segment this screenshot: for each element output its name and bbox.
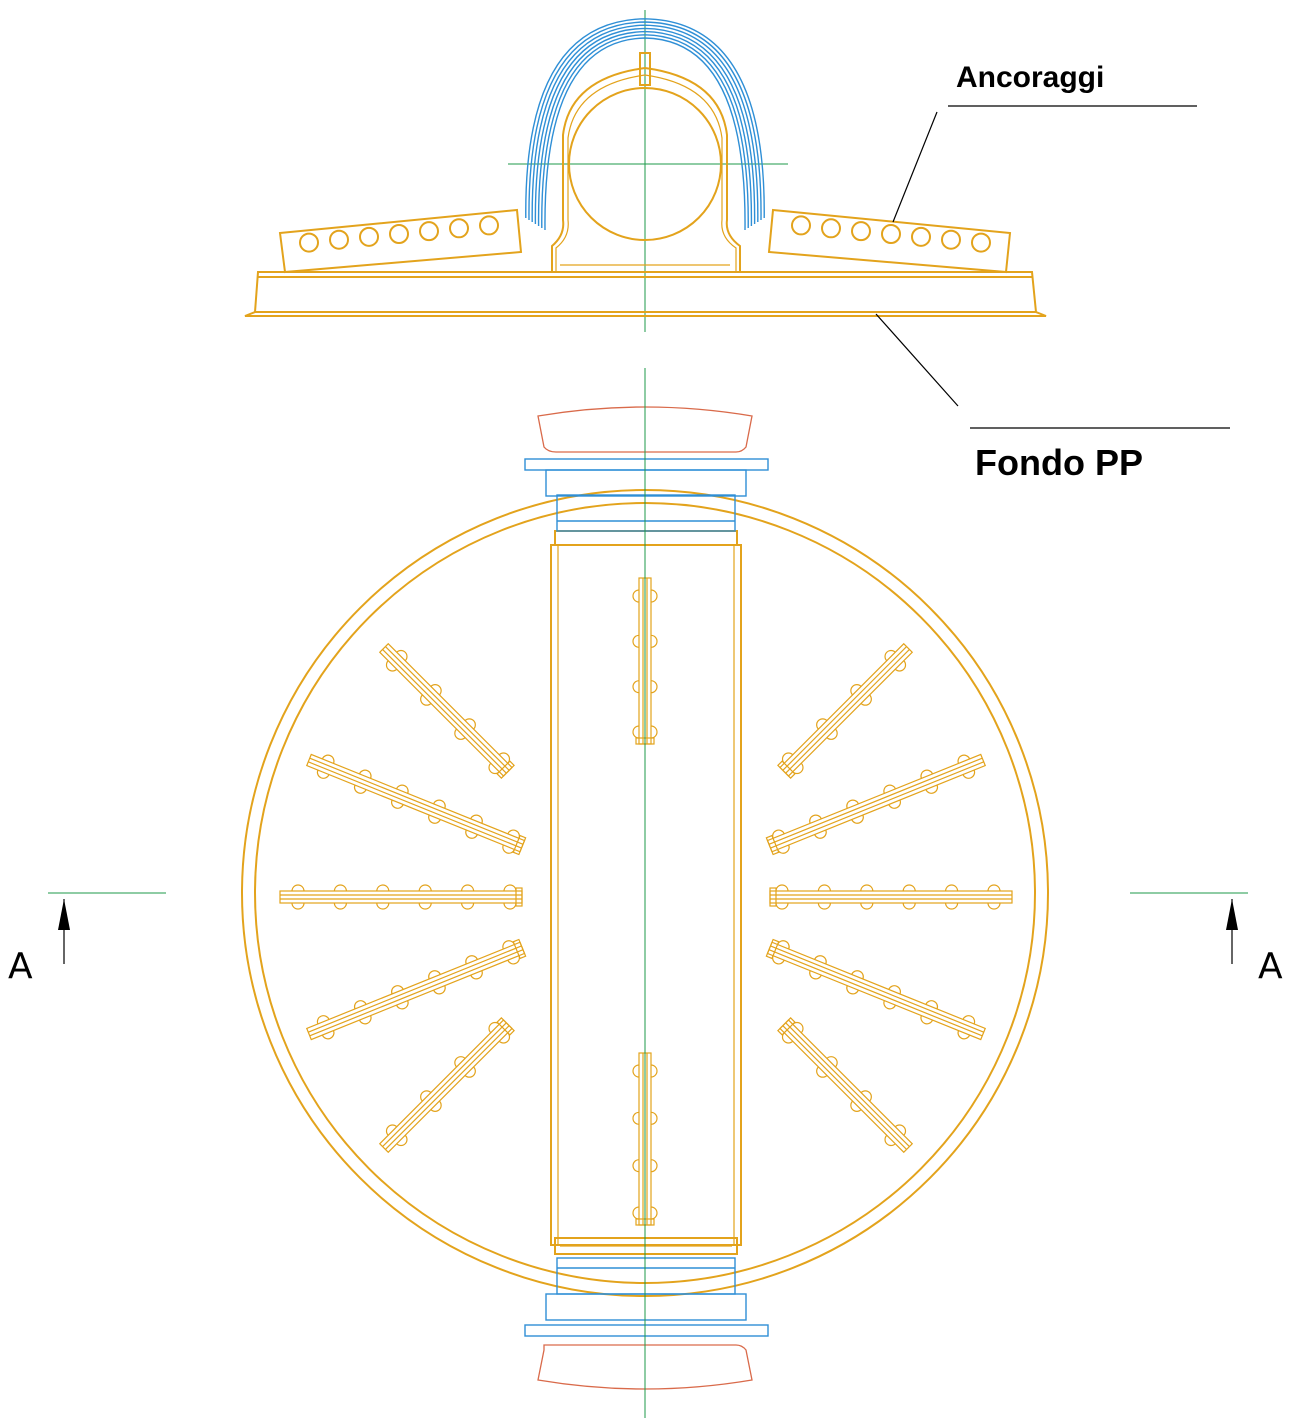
anchor-hole bbox=[821, 218, 841, 239]
central-pipe-body bbox=[550, 530, 742, 1255]
pipe-cap-bottom bbox=[537, 1344, 753, 1390]
section-marker-right: A bbox=[1130, 892, 1283, 987]
wrap-arc bbox=[525, 18, 765, 219]
anchor-hole bbox=[359, 226, 379, 247]
arm bbox=[305, 938, 527, 1041]
arm bbox=[378, 1017, 515, 1154]
pipe-wrap-arcs bbox=[525, 18, 765, 231]
flange-top bbox=[524, 458, 769, 532]
callout-fondo-pp: Fondo PP bbox=[875, 313, 1230, 483]
anchor-hole bbox=[851, 221, 871, 242]
anchor-hole bbox=[389, 224, 409, 244]
wrap-arc bbox=[531, 24, 759, 223]
arm bbox=[378, 642, 515, 779]
section-label-left: A bbox=[8, 946, 33, 987]
anchor-hole bbox=[941, 229, 961, 250]
plan-view bbox=[241, 368, 1049, 1418]
anchor-hole bbox=[791, 215, 811, 236]
wrap-arc bbox=[544, 37, 746, 231]
arm bbox=[769, 884, 1013, 910]
callout-ancoraggi-label: Ancoraggi bbox=[956, 61, 1104, 94]
anchor-hole bbox=[911, 226, 931, 247]
anchor-hole bbox=[881, 224, 901, 244]
wrap-arc bbox=[534, 27, 756, 225]
section-label-right: A bbox=[1258, 946, 1283, 987]
anchor-hole bbox=[299, 232, 319, 253]
anchor-plate-left bbox=[278, 208, 523, 274]
wrap-arc bbox=[541, 34, 749, 229]
arm bbox=[279, 884, 523, 910]
radial-arms bbox=[279, 642, 1013, 1154]
anchor-hole bbox=[479, 215, 499, 236]
anchor-hole bbox=[329, 229, 349, 250]
wrap-arc bbox=[528, 21, 762, 221]
wrap-arc bbox=[537, 30, 753, 227]
callout-ancoraggi: Ancoraggi bbox=[892, 61, 1197, 223]
pipe-cap-top bbox=[537, 406, 753, 453]
callout-fondo-pp-label: Fondo PP bbox=[975, 442, 1143, 483]
base-plate bbox=[244, 271, 1047, 317]
anchor-plate-right bbox=[767, 208, 1012, 274]
anchor-hole bbox=[971, 232, 991, 253]
flange-bottom bbox=[524, 1257, 769, 1337]
section-marker-left: A bbox=[8, 892, 166, 987]
arm bbox=[765, 753, 987, 856]
anchor-hole bbox=[449, 218, 469, 239]
arm bbox=[765, 938, 987, 1041]
arm bbox=[777, 1017, 914, 1154]
pipe-saddle bbox=[551, 52, 741, 272]
arm bbox=[777, 642, 914, 779]
elevation-view bbox=[244, 10, 1047, 332]
anchor-hole bbox=[419, 221, 439, 242]
arm bbox=[305, 753, 527, 856]
